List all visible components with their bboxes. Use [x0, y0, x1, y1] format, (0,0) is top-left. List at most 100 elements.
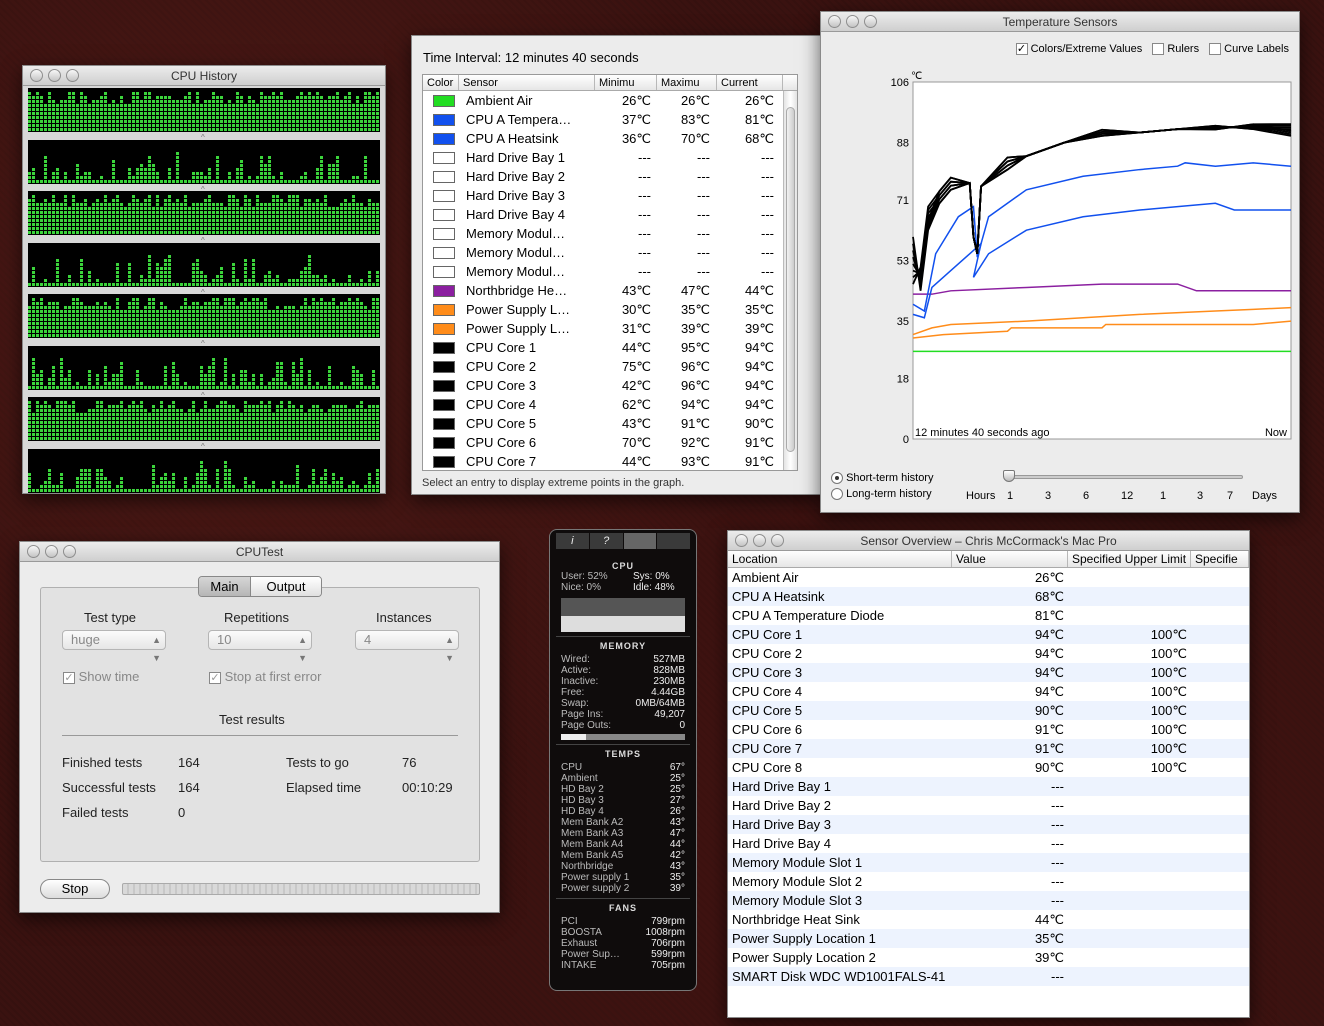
- col-min[interactable]: Minimu: [595, 75, 657, 90]
- temp-titlebar[interactable]: Temperature Sensors: [821, 12, 1299, 32]
- overview-row[interactable]: CPU Core 4 94℃ 100℃: [728, 682, 1249, 701]
- close-button[interactable]: [30, 69, 43, 82]
- sensor-row[interactable]: Memory Modul… --- --- ---: [423, 224, 797, 243]
- stop-first-error-checkbox[interactable]: ✓ Stop at first error: [209, 669, 322, 684]
- color-swatch[interactable]: [433, 227, 455, 240]
- minimize-button[interactable]: [45, 545, 58, 558]
- resize-grip[interactable]: ^: [201, 133, 205, 142]
- minimize-button[interactable]: [753, 534, 766, 547]
- resize-grip[interactable]: ^: [201, 390, 205, 400]
- overview-row[interactable]: CPU Core 1 94℃ 100℃: [728, 625, 1249, 644]
- color-swatch[interactable]: [433, 379, 455, 392]
- overview-row[interactable]: Ambient Air 26℃: [728, 568, 1249, 587]
- overview-row[interactable]: CPU Core 7 91℃ 100℃: [728, 739, 1249, 758]
- sensor-row[interactable]: Memory Modul… --- --- ---: [423, 243, 797, 262]
- sensor-row[interactable]: CPU Core 6 70℃ 92℃ 91℃: [423, 433, 797, 452]
- overview-row[interactable]: CPU A Heatsink 68℃: [728, 587, 1249, 606]
- tab-output[interactable]: Output: [251, 577, 321, 596]
- sensor-row[interactable]: Power Supply L… 30℃ 35℃ 35℃: [423, 300, 797, 319]
- color-swatch[interactable]: [433, 436, 455, 449]
- overview-row[interactable]: CPU Core 2 94℃ 100℃: [728, 644, 1249, 663]
- color-swatch[interactable]: [433, 455, 455, 468]
- color-swatch[interactable]: [433, 417, 455, 430]
- stop-button[interactable]: Stop: [40, 879, 110, 899]
- color-swatch[interactable]: [433, 151, 455, 164]
- overview-row[interactable]: Memory Module Slot 2 ---: [728, 872, 1249, 891]
- col-upper-limit[interactable]: Specified Upper Limit: [1068, 551, 1191, 567]
- history-slider[interactable]: [1007, 475, 1243, 479]
- col-specified[interactable]: Specifie: [1191, 551, 1249, 567]
- color-swatch[interactable]: [433, 303, 455, 316]
- cputest-titlebar[interactable]: CPUTest: [20, 542, 499, 562]
- col-max[interactable]: Maximu: [657, 75, 717, 90]
- test-type-select[interactable]: huge ▲ ▼: [62, 630, 166, 663]
- device-tab[interactable]: [657, 533, 690, 549]
- color-swatch[interactable]: [433, 208, 455, 221]
- colors-checkbox[interactable]: ✓ Colors/Extreme Values: [1015, 43, 1143, 56]
- help-tab[interactable]: ?: [589, 533, 623, 549]
- sensor-row[interactable]: Hard Drive Bay 4 --- --- ---: [423, 205, 797, 224]
- col-value[interactable]: Value: [952, 551, 1068, 567]
- overview-row[interactable]: Hard Drive Bay 1 ---: [728, 777, 1249, 796]
- zoom-button[interactable]: [771, 534, 784, 547]
- sensor-row[interactable]: Memory Modul… --- --- ---: [423, 262, 797, 281]
- sensor-row[interactable]: CPU Core 7 44℃ 93℃ 91℃: [423, 452, 797, 470]
- sensor-row[interactable]: CPU Core 2 75℃ 96℃ 94℃: [423, 357, 797, 376]
- close-button[interactable]: [27, 545, 40, 558]
- overview-row[interactable]: Hard Drive Bay 3 ---: [728, 815, 1249, 834]
- resize-grip[interactable]: ^: [201, 442, 205, 451]
- overview-row[interactable]: CPU Core 5 90℃ 100℃: [728, 701, 1249, 720]
- sensor-row[interactable]: Northbridge He… 43℃ 47℃ 44℃: [423, 281, 797, 300]
- sensor-row[interactable]: CPU Core 3 42℃ 96℃ 94℃: [423, 376, 797, 395]
- color-swatch[interactable]: [433, 284, 455, 297]
- overview-row[interactable]: Memory Module Slot 1 ---: [728, 853, 1249, 872]
- overview-row[interactable]: Hard Drive Bay 2 ---: [728, 796, 1249, 815]
- color-swatch[interactable]: [433, 113, 455, 126]
- color-swatch[interactable]: [433, 246, 455, 259]
- long-term-radio[interactable]: Long-term history: [831, 488, 933, 501]
- minimize-button[interactable]: [48, 69, 61, 82]
- sensor-row[interactable]: CPU Core 4 62℃ 94℃ 94℃: [423, 395, 797, 414]
- overview-row[interactable]: Hard Drive Bay 4 ---: [728, 834, 1249, 853]
- zoom-button[interactable]: [864, 15, 877, 28]
- sensor-row[interactable]: CPU A Tempera… 37℃ 83℃ 81℃: [423, 110, 797, 129]
- color-swatch[interactable]: [433, 360, 455, 373]
- info-tab[interactable]: i: [556, 533, 589, 549]
- repetitions-select[interactable]: 10 ▲ ▼: [208, 630, 312, 663]
- col-sensor[interactable]: Sensor: [459, 75, 595, 90]
- overview-row[interactable]: CPU Core 3 94℃ 100℃: [728, 663, 1249, 682]
- color-swatch[interactable]: [433, 189, 455, 202]
- overview-row[interactable]: Northbridge Heat Sink 44℃: [728, 910, 1249, 929]
- rulers-checkbox[interactable]: Rulers: [1152, 43, 1199, 56]
- tab-main[interactable]: Main: [199, 577, 251, 596]
- sensor-row[interactable]: CPU A Heatsink 36℃ 70℃ 68℃: [423, 129, 797, 148]
- minimize-button[interactable]: [846, 15, 859, 28]
- color-swatch[interactable]: [433, 398, 455, 411]
- sensor-row[interactable]: Hard Drive Bay 3 --- --- ---: [423, 186, 797, 205]
- color-swatch[interactable]: [433, 132, 455, 145]
- slider-knob[interactable]: [1003, 470, 1015, 482]
- instances-select[interactable]: 4 ▲ ▼: [355, 630, 459, 663]
- color-swatch[interactable]: [433, 265, 455, 278]
- sensor-row[interactable]: CPU Core 5 43℃ 91℃ 90℃: [423, 414, 797, 433]
- color-swatch[interactable]: [433, 341, 455, 354]
- overview-row[interactable]: SMART Disk WDC WD1001FALS-41 ---: [728, 967, 1249, 986]
- activity-tab[interactable]: [623, 533, 657, 549]
- overview-row[interactable]: CPU Core 8 90℃ 100℃: [728, 758, 1249, 777]
- curve-labels-checkbox[interactable]: Curve Labels: [1209, 43, 1289, 56]
- sensor-row[interactable]: Ambient Air 26℃ 26℃ 26℃: [423, 91, 797, 110]
- scrollbar[interactable]: [783, 91, 797, 470]
- overview-row[interactable]: Power Supply Location 2 39℃: [728, 948, 1249, 967]
- close-button[interactable]: [735, 534, 748, 547]
- resize-grip[interactable]: ^: [201, 184, 205, 194]
- overview-row[interactable]: Memory Module Slot 3 ---: [728, 891, 1249, 910]
- show-time-checkbox[interactable]: ✓ Show time: [63, 669, 140, 684]
- short-term-radio[interactable]: Short-term history: [831, 472, 933, 485]
- overview-row[interactable]: CPU A Temperature Diode 81℃: [728, 606, 1249, 625]
- close-button[interactable]: [828, 15, 841, 28]
- color-swatch[interactable]: [433, 170, 455, 183]
- col-current[interactable]: Current: [717, 75, 783, 90]
- resize-grip[interactable]: ^: [201, 287, 205, 297]
- sensor-row[interactable]: CPU Core 1 44℃ 95℃ 94℃: [423, 338, 797, 357]
- overview-row[interactable]: Power Supply Location 1 35℃: [728, 929, 1249, 948]
